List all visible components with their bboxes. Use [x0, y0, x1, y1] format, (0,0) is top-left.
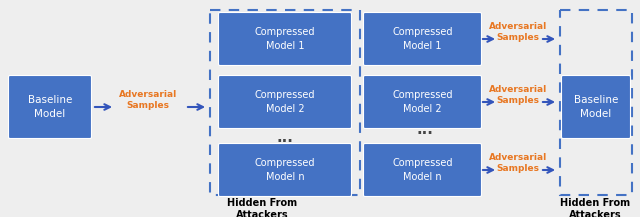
Text: Compressed
Model n: Compressed Model n [392, 158, 452, 182]
FancyBboxPatch shape [218, 13, 351, 66]
Text: Adversarial
Samples: Adversarial Samples [489, 153, 547, 173]
FancyBboxPatch shape [364, 76, 481, 128]
Text: Compressed
Model 1: Compressed Model 1 [255, 27, 316, 51]
FancyBboxPatch shape [364, 13, 481, 66]
FancyBboxPatch shape [218, 76, 351, 128]
Text: ...: ... [417, 123, 433, 138]
Bar [210, 10, 360, 195]
FancyBboxPatch shape [364, 143, 481, 197]
Text: Adversarial
Samples: Adversarial Samples [489, 22, 547, 42]
Text: Baseline
Model: Baseline Model [574, 95, 618, 119]
FancyBboxPatch shape [8, 76, 92, 138]
Text: Compressed
Model 2: Compressed Model 2 [255, 90, 316, 114]
Text: Hidden From
Attackers: Hidden From Attackers [560, 198, 630, 217]
Text: Compressed
Model 1: Compressed Model 1 [392, 27, 452, 51]
Text: Baseline
Model: Baseline Model [28, 95, 72, 119]
Text: Adversarial
Samples: Adversarial Samples [119, 90, 177, 110]
Text: Compressed
Model n: Compressed Model n [255, 158, 316, 182]
FancyBboxPatch shape [561, 76, 630, 138]
FancyBboxPatch shape [218, 143, 351, 197]
Bar [560, 10, 632, 195]
Text: ...: ... [276, 130, 293, 146]
Text: Compressed
Model 2: Compressed Model 2 [392, 90, 452, 114]
Text: Hidden From
Attackers: Hidden From Attackers [227, 198, 297, 217]
Text: Adversarial
Samples: Adversarial Samples [489, 85, 547, 105]
